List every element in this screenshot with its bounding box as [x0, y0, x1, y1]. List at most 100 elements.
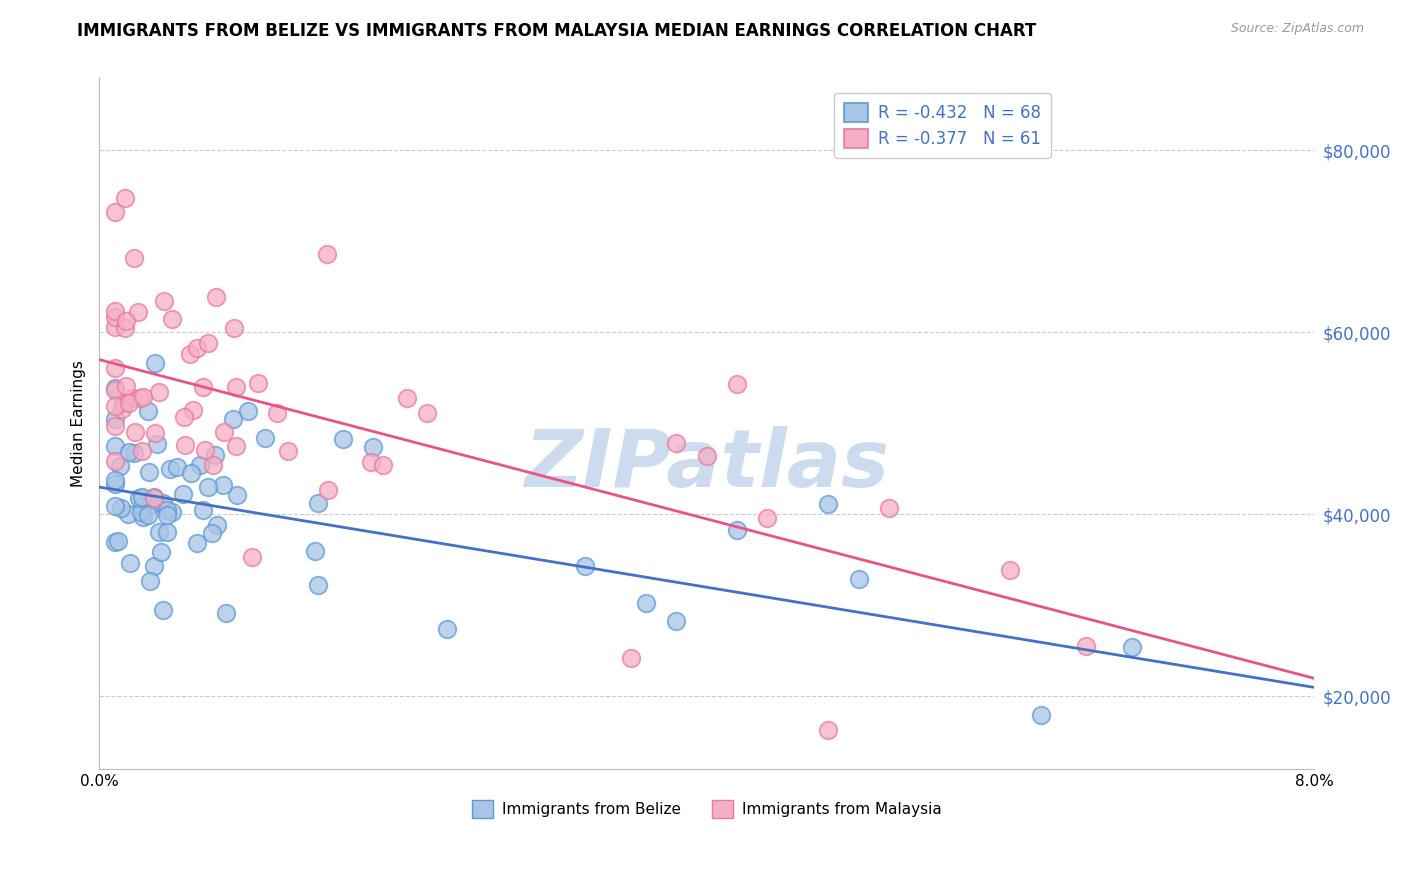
Point [307, 496, 329, 510]
Point [104, 361, 127, 376]
Point [146, 436, 169, 450]
Point [104, 412, 127, 426]
Point [132, 510, 155, 524]
Point [115, 378, 138, 392]
Point [665, 436, 688, 450]
Y-axis label: Median Earnings: Median Earnings [72, 360, 86, 487]
Legend: Immigrants from Belize, Immigrants from Malaysia: Immigrants from Belize, Immigrants from … [465, 794, 948, 824]
Point [371, 458, 394, 472]
Point [110, 501, 132, 516]
Point [121, 392, 143, 406]
Point [266, 406, 288, 420]
Point [211, 478, 233, 492]
Point [104, 500, 127, 514]
Point [204, 448, 226, 462]
Point [416, 406, 439, 420]
Point [156, 524, 179, 539]
Point [143, 558, 166, 573]
Point [118, 445, 141, 459]
Point [131, 499, 153, 513]
Point [112, 396, 135, 410]
Point [107, 534, 129, 549]
Point [148, 385, 170, 400]
Point [877, 500, 900, 515]
Point [104, 535, 127, 549]
Point [173, 410, 195, 425]
Point [1000, 563, 1022, 577]
Point [104, 473, 127, 487]
Point [153, 294, 176, 309]
Point [222, 411, 245, 425]
Point [104, 439, 127, 453]
Point [136, 403, 159, 417]
Point [104, 454, 127, 468]
Point [574, 558, 596, 573]
Point [127, 304, 149, 318]
Point [316, 483, 339, 497]
Point [139, 574, 162, 588]
Point [193, 380, 215, 394]
Point [225, 440, 247, 454]
Point [848, 572, 870, 586]
Point [124, 425, 146, 440]
Point [197, 336, 219, 351]
Point [817, 497, 839, 511]
Point [118, 396, 141, 410]
Text: Source: ZipAtlas.com: Source: ZipAtlas.com [1230, 22, 1364, 36]
Point [152, 603, 174, 617]
Point [236, 404, 259, 418]
Point [332, 432, 354, 446]
Point [117, 507, 139, 521]
Point [124, 251, 146, 265]
Point [104, 381, 127, 395]
Point [114, 191, 136, 205]
Point [136, 508, 159, 523]
Point [104, 310, 127, 325]
Point [132, 390, 155, 404]
Point [149, 545, 172, 559]
Point [152, 496, 174, 510]
Point [696, 449, 718, 463]
Point [360, 455, 382, 469]
Point [240, 550, 263, 565]
Point [194, 443, 217, 458]
Point [725, 523, 748, 537]
Point [174, 438, 197, 452]
Point [246, 376, 269, 391]
Point [128, 391, 150, 405]
Point [186, 536, 208, 550]
Point [172, 487, 194, 501]
Point [104, 476, 127, 491]
Point [395, 391, 418, 405]
Point [160, 505, 183, 519]
Point [201, 525, 224, 540]
Point [316, 247, 339, 261]
Point [115, 313, 138, 327]
Point [104, 205, 127, 219]
Point [145, 356, 167, 370]
Point [205, 517, 228, 532]
Point [156, 508, 179, 523]
Point [197, 480, 219, 494]
Point [111, 401, 134, 416]
Point [156, 502, 179, 516]
Point [104, 383, 127, 397]
Point [112, 395, 135, 409]
Point [725, 376, 748, 391]
Point [634, 596, 657, 610]
Point [166, 460, 188, 475]
Text: ZIPatlas: ZIPatlas [524, 425, 889, 504]
Point [225, 380, 247, 394]
Point [122, 446, 145, 460]
Point [181, 403, 204, 417]
Point [436, 623, 458, 637]
Point [141, 497, 163, 511]
Point [214, 425, 236, 439]
Point [129, 505, 152, 519]
Point [307, 578, 329, 592]
Point [160, 312, 183, 326]
Point [188, 458, 211, 472]
Point [128, 491, 150, 505]
Point [215, 606, 238, 620]
Point [254, 431, 277, 445]
